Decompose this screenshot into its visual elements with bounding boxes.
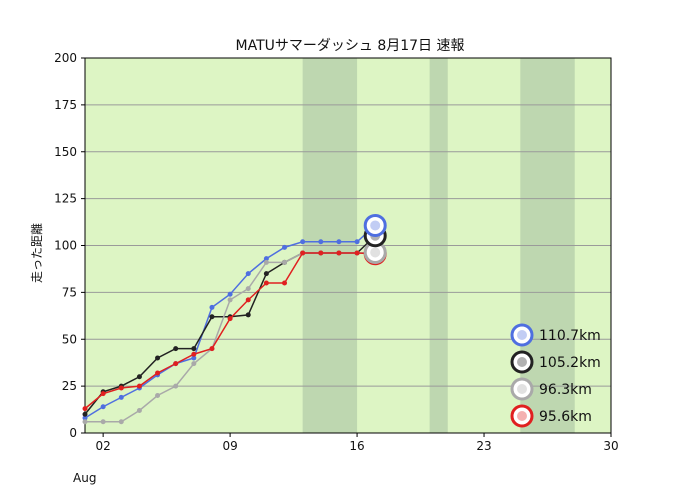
data-point: [118, 394, 124, 400]
data-point: [354, 250, 360, 256]
data-point: [82, 415, 88, 421]
data-point: [82, 406, 88, 412]
data-point: [282, 244, 288, 250]
plot-area: 0 25 50 75 100 125 150 175 200 02 09 16 23 30 110.7km 1…: [54, 51, 619, 453]
data-point: [155, 370, 161, 376]
legend-avatar-3: [510, 404, 534, 428]
data-point: [155, 393, 161, 398]
y-tick-label: 175: [54, 98, 77, 112]
data-point: [263, 271, 269, 277]
data-point: [209, 314, 215, 320]
avatar-face-0: [370, 220, 381, 231]
x-month-label: Aug: [73, 471, 96, 485]
y-tick-label: 200: [54, 51, 77, 65]
data-point: [263, 280, 269, 286]
data-point: [118, 385, 124, 391]
legend-avatar-face-1: [517, 357, 527, 367]
legend-label-0: 110.7km: [539, 328, 601, 344]
data-point: [245, 271, 251, 277]
legend-label-3: 95.6km: [539, 409, 592, 425]
data-point: [191, 351, 197, 357]
legend-avatar-face-0: [517, 330, 527, 340]
data-point: [245, 286, 251, 292]
data-point: [354, 239, 360, 245]
data-point: [155, 355, 161, 361]
legend-label-2: 96.3km: [539, 382, 592, 398]
legend-avatar-face-2: [517, 384, 527, 394]
data-point: [318, 250, 324, 256]
data-point: [82, 419, 88, 425]
plot-frame: [84, 57, 612, 434]
x-tick-label: 09: [222, 439, 237, 453]
data-point: [136, 408, 142, 413]
data-point: [282, 259, 288, 265]
data-point: [209, 346, 215, 352]
data-point: [191, 355, 197, 361]
data-point: [300, 239, 306, 245]
data-point: [318, 239, 324, 245]
legend-avatar-1: [510, 350, 534, 374]
data-point: [191, 361, 197, 367]
y-tick-label: 100: [54, 239, 77, 253]
data-point: [100, 391, 106, 397]
data-point: [173, 361, 179, 367]
data-point: [300, 250, 306, 256]
y-tick-label: 50: [62, 332, 77, 346]
avatar-face-2: [370, 247, 381, 258]
data-point: [136, 383, 142, 389]
chart-title: MATUサマーダッシュ 8月17日 速報: [236, 38, 465, 54]
data-point: [263, 259, 269, 265]
legend-label-1: 105.2km: [539, 355, 601, 371]
y-tick-label: 25: [62, 379, 77, 393]
data-point: [173, 346, 179, 352]
data-point: [100, 404, 106, 410]
data-point: [245, 297, 251, 303]
y-tick-label: 0: [69, 426, 77, 440]
data-point: [336, 239, 342, 245]
avatar-marker-0: [363, 213, 387, 237]
x-tick-label: 30: [603, 439, 618, 453]
y-tick-label: 125: [54, 192, 77, 206]
legend-avatar-face-3: [517, 411, 527, 421]
data-point: [136, 374, 142, 380]
data-point: [173, 383, 179, 389]
y-tick-label: 75: [62, 285, 77, 299]
data-point: [82, 411, 88, 417]
data-point: [227, 291, 233, 297]
x-tick-label: 02: [95, 439, 110, 453]
data-point: [263, 256, 269, 262]
data-point: [227, 297, 233, 303]
x-tick-label: 16: [349, 439, 364, 453]
x-tick-label: 23: [476, 439, 491, 453]
data-point: [118, 419, 124, 425]
data-point: [245, 312, 251, 318]
legend-avatar-0: [510, 323, 534, 347]
data-point: [100, 419, 106, 425]
data-point: [191, 346, 197, 352]
data-point: [282, 280, 288, 286]
data-point: [336, 250, 342, 256]
y-tick-label: 150: [54, 145, 77, 159]
y-axis-label: 走った距離: [30, 223, 44, 283]
legend-avatar-2: [510, 377, 534, 401]
data-point: [209, 304, 215, 310]
data-point: [227, 316, 233, 322]
